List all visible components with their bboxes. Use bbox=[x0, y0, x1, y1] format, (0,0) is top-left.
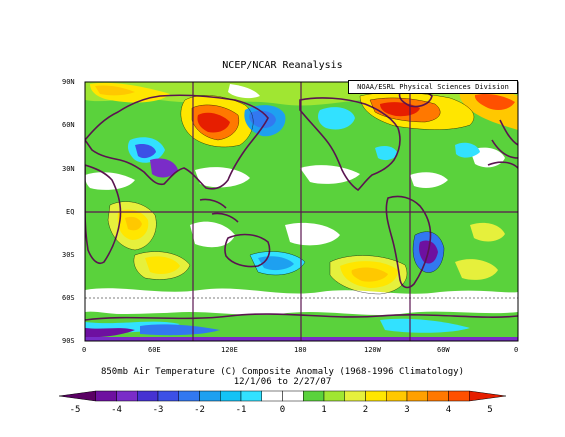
colorbar-tick-label: 1 bbox=[321, 405, 326, 415]
colorbar-tick-label: 2 bbox=[363, 405, 368, 415]
anomaly-patch bbox=[474, 93, 515, 110]
lon-label: 120E bbox=[221, 346, 238, 354]
anomaly-patch bbox=[470, 222, 505, 242]
credit-label: NOAA/ESRL Physical Sciences Division bbox=[348, 80, 518, 94]
anomaly-patch bbox=[85, 328, 135, 338]
colorbar-cell bbox=[220, 390, 242, 402]
antarctica-outline bbox=[85, 313, 518, 321]
colorbar-cell bbox=[116, 390, 138, 402]
coastlines bbox=[85, 89, 518, 321]
lon-label: 0 bbox=[82, 346, 87, 354]
colorbar-cell bbox=[469, 390, 507, 402]
colorbar-cell bbox=[303, 390, 325, 402]
australia-outline bbox=[224, 233, 271, 268]
anomaly-patch bbox=[190, 221, 235, 248]
colorbar-cell bbox=[178, 390, 200, 402]
anomaly-patch bbox=[380, 318, 470, 333]
anomaly-patch bbox=[375, 146, 398, 161]
colorbar-cell bbox=[240, 390, 262, 402]
colorbar-cell bbox=[406, 390, 428, 402]
colorbar-cell bbox=[58, 390, 96, 402]
colorbar-cell bbox=[386, 390, 408, 402]
anomaly-patch bbox=[140, 324, 220, 336]
colorbar-tick-label: 4 bbox=[446, 405, 451, 415]
anomaly-patch bbox=[455, 142, 480, 158]
lat-label: 60N bbox=[62, 121, 75, 129]
lon-label: 0 bbox=[514, 346, 519, 354]
north-america-outline bbox=[299, 97, 401, 192]
map-field bbox=[85, 82, 518, 341]
colorbar-cell bbox=[448, 390, 470, 402]
colorbar-cell bbox=[95, 390, 117, 402]
lon-label: 180 bbox=[294, 346, 307, 354]
figure-title: NCEP/NCAR Reanalysis bbox=[222, 60, 343, 71]
colorbar-cell bbox=[323, 390, 345, 402]
map-frame bbox=[84, 81, 519, 342]
africa-outline bbox=[85, 164, 122, 265]
colorbar-tick-label: -1 bbox=[236, 405, 247, 415]
anomaly-patch bbox=[249, 110, 276, 128]
anomaly-patch bbox=[95, 85, 135, 96]
colorbar-cell bbox=[261, 390, 283, 402]
figure-date-range: 12/1/06 to 2/27/07 bbox=[233, 377, 332, 387]
colorbar-cell bbox=[282, 390, 304, 402]
lat-label: EQ bbox=[66, 208, 75, 216]
anomaly-patch bbox=[145, 256, 180, 274]
colorbar-cell bbox=[427, 390, 449, 402]
colorbar-tick-label: 3 bbox=[404, 405, 409, 415]
lat-label: 30S bbox=[62, 251, 75, 259]
anomaly-patch bbox=[228, 84, 260, 99]
indonesia-outline bbox=[199, 198, 239, 223]
anomaly-patch bbox=[300, 165, 360, 184]
anomaly-patch bbox=[85, 172, 135, 190]
anomaly-patch bbox=[197, 112, 230, 133]
anomaly-patch bbox=[125, 216, 142, 231]
lon-label: 60E bbox=[148, 346, 161, 354]
anomaly-patch bbox=[135, 143, 156, 159]
anomaly-patch bbox=[455, 259, 498, 280]
anomaly-patch bbox=[351, 267, 388, 282]
colorbar-tick-label: 5 bbox=[487, 405, 492, 415]
colorbar-cells bbox=[58, 390, 507, 402]
colorbar-tick-label: -2 bbox=[194, 405, 205, 415]
colorbar-ticks: -5 -4 -3 -2 -1 0 1 2 3 4 5 bbox=[70, 405, 493, 415]
europe-outline bbox=[491, 119, 518, 159]
anomaly-patch bbox=[410, 172, 448, 188]
lat-label: 30N bbox=[62, 165, 75, 173]
anomaly-patch bbox=[195, 167, 250, 188]
colorbar-tick-label: -3 bbox=[153, 405, 164, 415]
eurasia-outline bbox=[85, 94, 269, 190]
lat-label: 60S bbox=[62, 294, 75, 302]
south-america-outline bbox=[385, 195, 432, 289]
lat-label: 90S bbox=[62, 337, 75, 345]
colorbar-tick-label: -4 bbox=[111, 405, 122, 415]
anomaly-patch bbox=[318, 107, 355, 130]
lon-label: 120W bbox=[364, 346, 381, 354]
anomaly-patch bbox=[285, 222, 340, 246]
lat-label: 90N bbox=[62, 78, 75, 86]
colorbar-cell bbox=[365, 390, 387, 402]
colorbar-tick-label: 0 bbox=[280, 405, 285, 415]
colorbar-cell bbox=[157, 390, 179, 402]
colorbar-cell bbox=[344, 390, 366, 402]
colorbar-cell bbox=[199, 390, 221, 402]
figure-caption: 850mb Air Temperature (C) Composite Anom… bbox=[100, 367, 465, 377]
anomaly-patch bbox=[150, 158, 178, 178]
colorbar-cell bbox=[137, 390, 159, 402]
lon-label: 60W bbox=[437, 346, 450, 354]
africa-west-outline bbox=[487, 161, 518, 169]
colorbar-tick-label: -5 bbox=[70, 405, 81, 415]
